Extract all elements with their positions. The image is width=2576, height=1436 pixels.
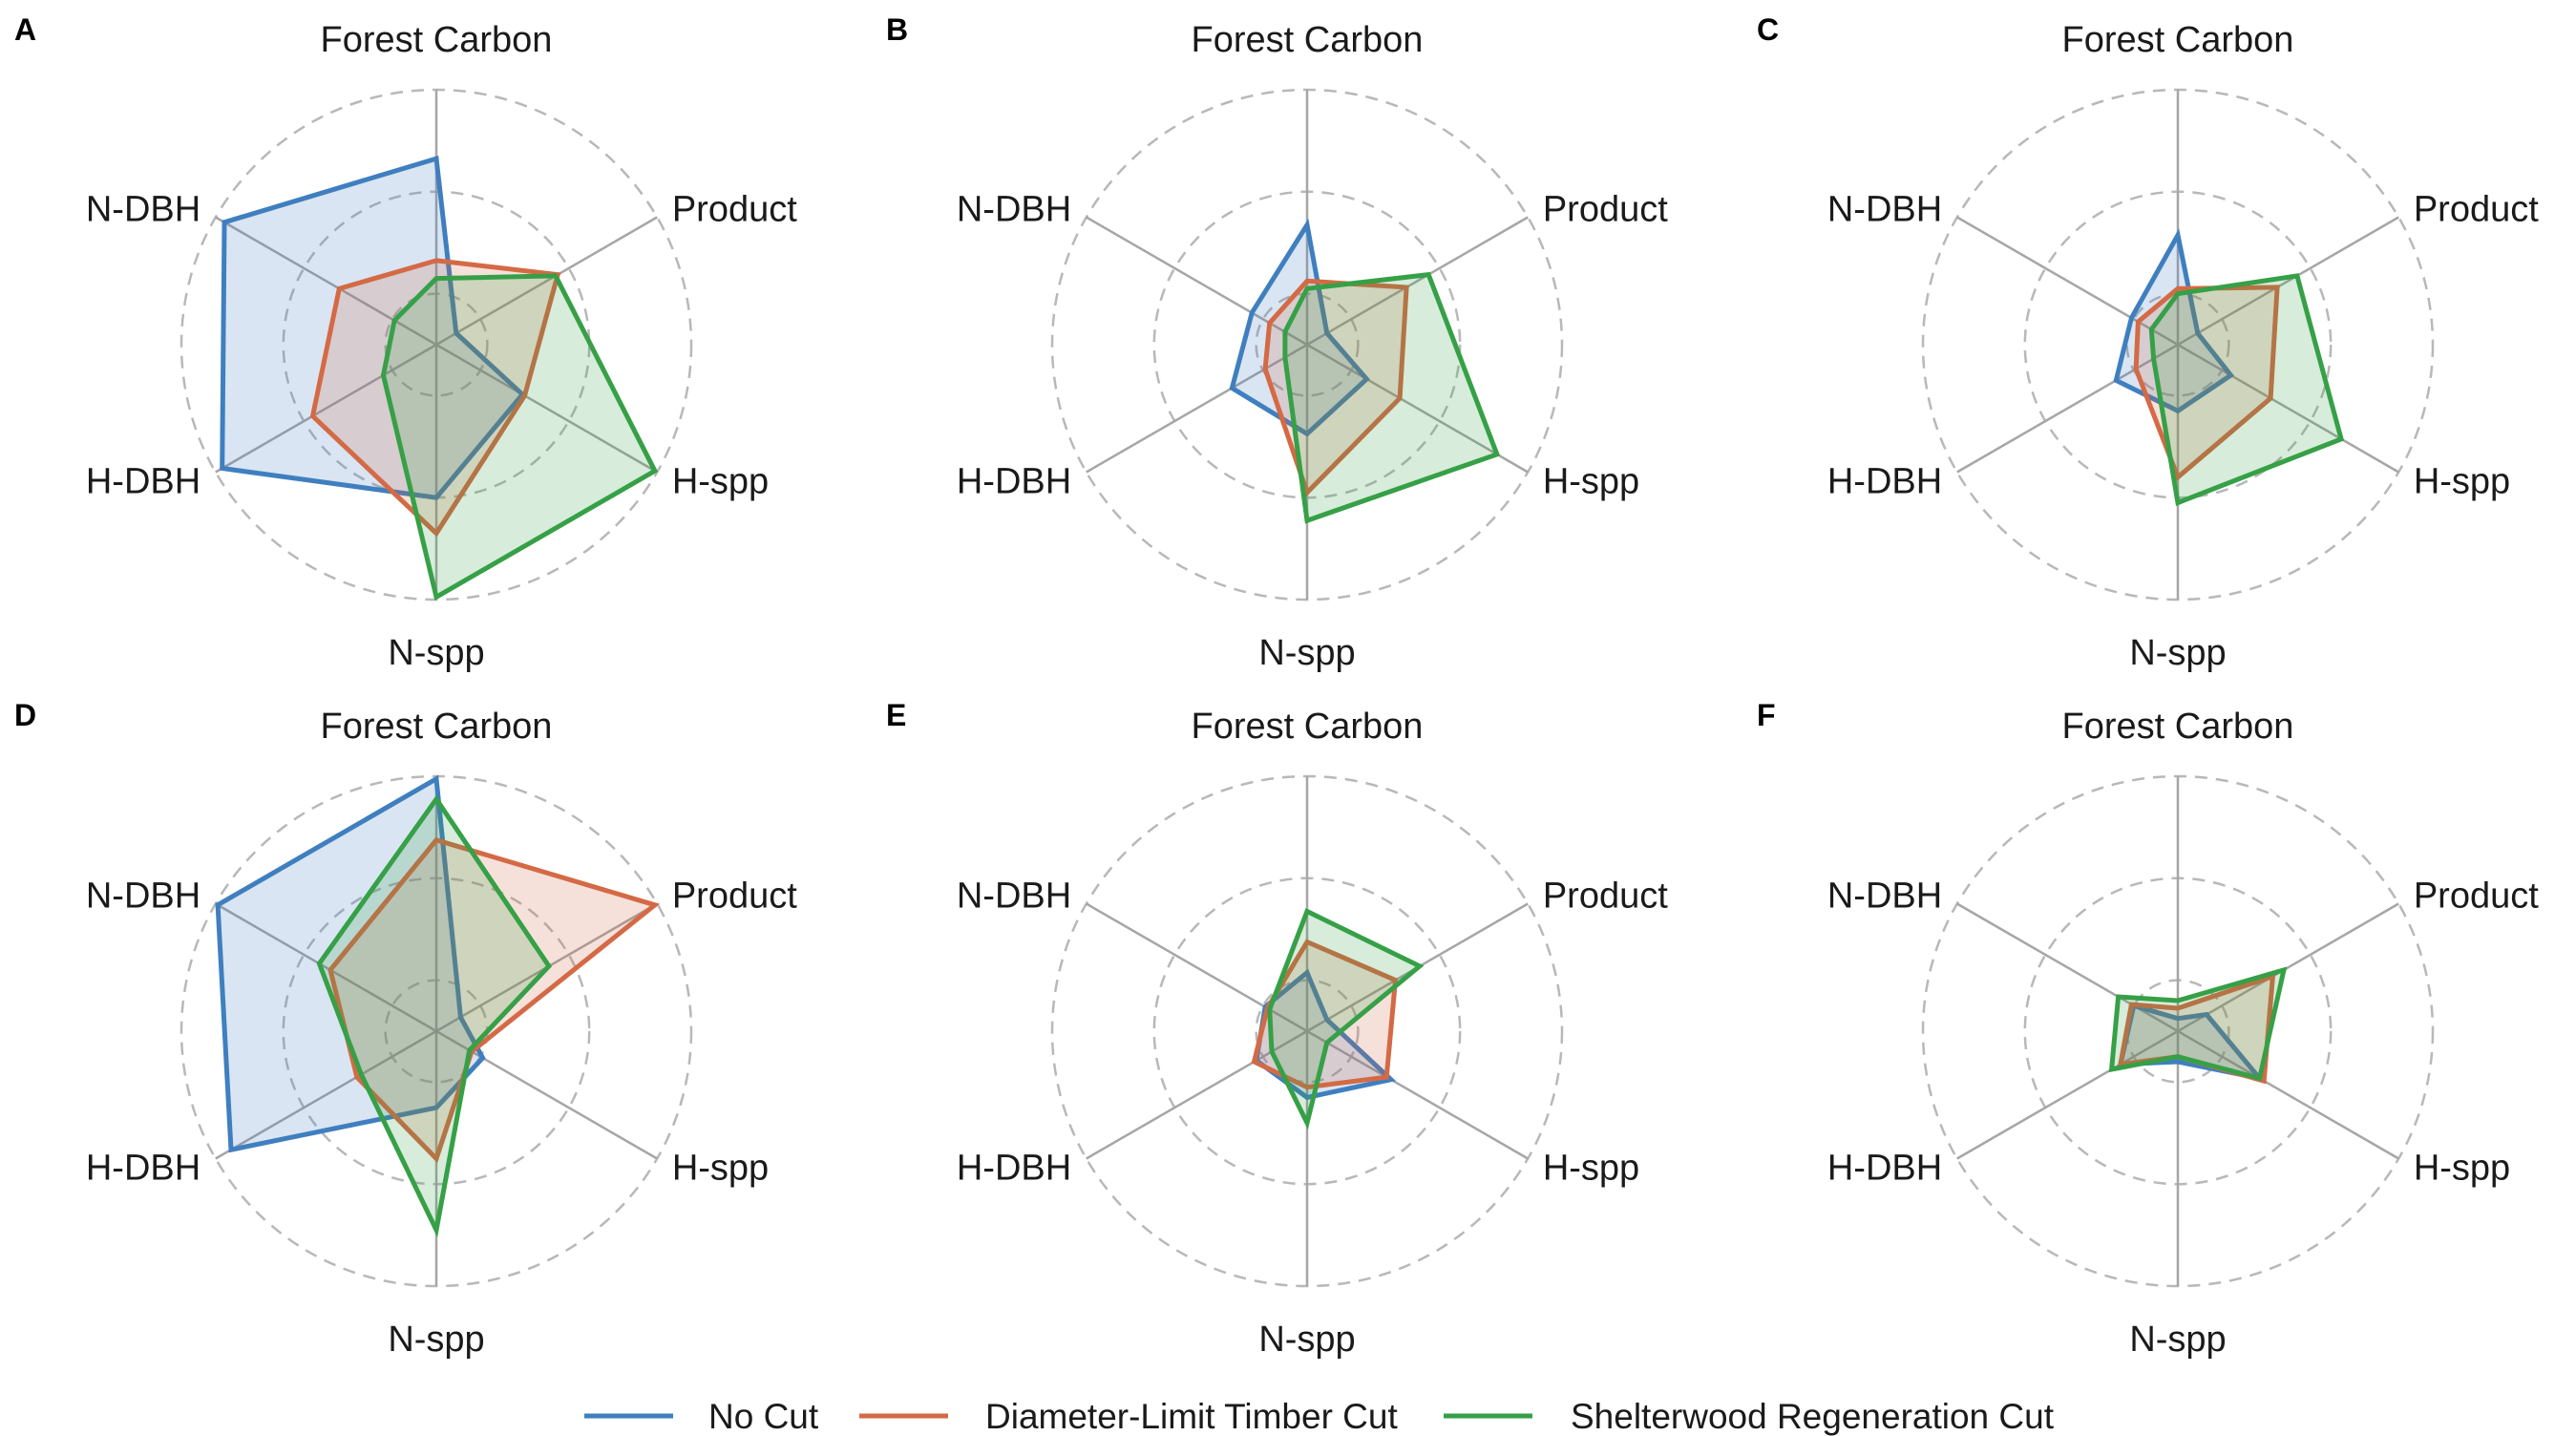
axis-label-h-dbh: H-DBH — [1827, 462, 1942, 502]
radar-panel-e: E Forest Carbon Product H-spp N-spp H-DBH N-DB… — [886, 698, 1668, 1360]
series-polygon-shelterwood-regeneration-cut — [1282, 271, 1501, 524]
axis-label-n-spp: N-spp — [2129, 633, 2226, 673]
axis-label-product: Product — [672, 190, 797, 230]
axis-label-product: Product — [2414, 876, 2539, 917]
axis-label-forest-carbon: Forest Carbon — [321, 20, 553, 60]
series-polygon-shelterwood-regeneration-cut — [316, 794, 553, 1238]
series-polygon-diameter-limit-timber-cut — [2133, 285, 2280, 481]
axis-label-product: Product — [1543, 190, 1668, 230]
axis-spoke — [1956, 216, 2179, 347]
axis-label-h-spp: H-spp — [672, 462, 769, 502]
axis-label-n-spp: N-spp — [1258, 1320, 1355, 1360]
axis-label-h-dbh: H-DBH — [957, 1149, 1071, 1189]
series-polygon-diameter-limit-timber-cut — [309, 258, 561, 538]
series-polygon-shelterwood-regeneration-cut — [2108, 966, 2288, 1082]
series-polygon-diameter-limit-timber-cut — [1262, 278, 1409, 497]
panel-letter: B — [886, 12, 908, 47]
axis-label-h-dbh: H-DBH — [86, 1149, 201, 1189]
panel-letter: E — [886, 698, 906, 732]
axis-label-n-spp: N-spp — [388, 633, 484, 673]
axis-label-n-dbh: N-DBH — [957, 876, 1071, 917]
axis-label-n-dbh: N-DBH — [86, 190, 201, 230]
axis-label-h-spp: H-spp — [2414, 1149, 2510, 1189]
radar-panel-a: A Forest Carbon Product H-spp N-spp H-DBH N-DB… — [14, 12, 797, 673]
series-polygon-no-cut — [1254, 968, 1397, 1101]
axis-label-forest-carbon: Forest Carbon — [1192, 707, 1424, 747]
series-polygon-diameter-limit-timber-cut — [1251, 939, 1399, 1090]
axis-label-n-dbh: N-DBH — [1827, 876, 1942, 917]
axis-label-product: Product — [1543, 876, 1668, 917]
axis-label-h-dbh: H-DBH — [957, 462, 1071, 502]
panel-letter: A — [14, 12, 36, 47]
radar-panel-d: D Forest Carbon Product H-spp N-spp H-DBH N-DB… — [14, 698, 797, 1360]
series-polygon-no-cut — [1229, 218, 1370, 437]
radar-panel-b: B Forest Carbon Product H-spp N-spp H-DBH N-DB… — [886, 12, 1668, 673]
axis-spoke — [1956, 1029, 2179, 1160]
axis-label-h-spp: H-spp — [672, 1149, 769, 1189]
axis-label-product: Product — [2414, 190, 2539, 230]
axis-spoke — [435, 343, 658, 474]
axis-label-forest-carbon: Forest Carbon — [2062, 20, 2294, 60]
axis-label-n-dbh: N-DBH — [86, 876, 201, 917]
panel-letter: F — [1757, 698, 1776, 732]
axis-spoke — [1306, 1029, 1529, 1160]
axis-label-forest-carbon: Forest Carbon — [321, 707, 553, 747]
axis-label-forest-carbon: Forest Carbon — [2062, 707, 2294, 747]
axis-label-h-dbh: H-DBH — [86, 462, 201, 502]
axis-label-h-spp: H-spp — [1543, 1149, 1639, 1189]
axis-label-h-spp: H-spp — [1543, 462, 1639, 502]
axis-spoke — [1306, 216, 1529, 347]
axis-spoke — [2177, 902, 2399, 1033]
legend: No Cut Diameter-Limit Timber Cut Shelter… — [584, 1397, 2055, 1436]
radar-panels: A Forest Carbon Product H-spp N-spp H-DBH N-DB… — [14, 12, 2539, 1360]
axis-spoke — [435, 216, 658, 347]
axis-spoke — [2177, 1029, 2399, 1160]
legend-label-no-cut: No Cut — [708, 1397, 819, 1436]
axis-label-product: Product — [672, 876, 797, 917]
axis-label-forest-carbon: Forest Carbon — [1192, 20, 1424, 60]
panel-letter: C — [1757, 12, 1779, 47]
radar-panel-f: F Forest Carbon Product H-spp N-spp H-DBH N-DB… — [1757, 698, 2539, 1360]
series-polygon-diameter-limit-timber-cut — [327, 836, 661, 1164]
axis-label-n-spp: N-spp — [2129, 1320, 2226, 1360]
axis-spoke — [215, 216, 437, 347]
axis-spoke — [1956, 343, 2179, 474]
axis-label-n-spp: N-spp — [1258, 633, 1355, 673]
series-polygon-shelterwood-regeneration-cut — [380, 273, 659, 602]
axis-label-n-spp: N-spp — [388, 1320, 484, 1360]
legend-label-shelterwood: Shelterwood Regeneration Cut — [1571, 1397, 2055, 1436]
panel-letter: D — [14, 698, 36, 732]
series-polygon-shelterwood-regeneration-cut — [1267, 908, 1425, 1130]
radar-panel-c: C Forest Carbon Product H-spp N-spp H-DBH N-DB… — [1757, 12, 2539, 673]
series-polygon-no-cut — [215, 774, 486, 1153]
series-polygon-shelterwood-regeneration-cut — [2148, 273, 2345, 506]
axis-label-n-dbh: N-DBH — [1827, 190, 1942, 230]
axis-spoke — [1306, 343, 1529, 474]
axis-label-n-dbh: N-DBH — [957, 190, 1071, 230]
axis-spoke — [2177, 343, 2399, 474]
axis-spoke — [1086, 343, 1308, 474]
series-polygon-no-cut — [220, 155, 526, 500]
axis-label-h-spp: H-spp — [2414, 462, 2510, 502]
axis-spoke — [215, 343, 437, 474]
axis-spoke — [2177, 216, 2399, 347]
axis-spoke — [215, 1029, 437, 1160]
series-polygon-no-cut — [2113, 228, 2235, 414]
legend-label-diameter-limit: Diameter-Limit Timber Cut — [985, 1397, 1398, 1436]
axis-spoke — [215, 902, 437, 1033]
axis-label-h-dbh: H-DBH — [1827, 1149, 1942, 1189]
